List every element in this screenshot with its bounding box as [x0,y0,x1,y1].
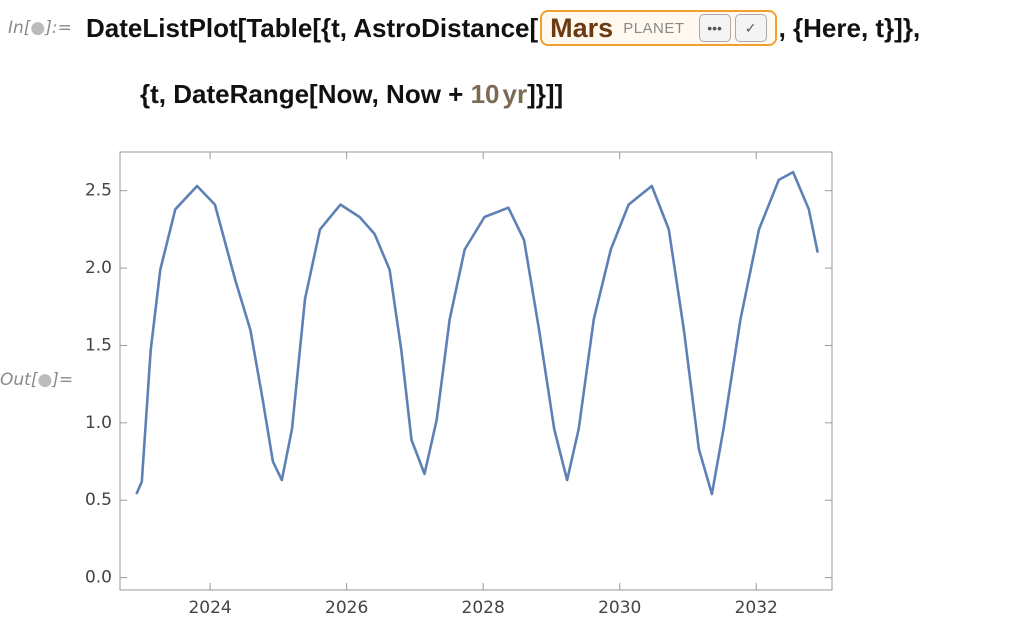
entity-box[interactable]: Mars PLANET ••• ✓ [540,10,777,46]
y-tick-label: 1.0 [85,413,112,433]
x-tick-label: 2024 [188,598,231,618]
label-text: In[ [8,18,31,38]
entity-type: PLANET [623,19,685,37]
code-text: {t, DateRange[Now, Now + [140,78,471,109]
x-tick-label: 2032 [735,598,778,618]
quantity-unit: yr [502,78,528,109]
check-button[interactable]: ✓ [734,14,767,42]
y-tick-label: 1.5 [85,335,112,355]
y-tick-label: 0.5 [85,490,112,510]
x-tick-label: 2026 [325,598,368,618]
quantity-value: 10 [470,78,500,109]
code-text: , {Here, t}]}, [778,12,921,43]
plot-frame [119,151,833,591]
x-tick-label: 2028 [462,598,505,618]
code-text: DateListPlot[Table[{t, AstroDistance[ [86,12,539,43]
cell-dot: ● [30,18,46,38]
y-tick-label: 2.0 [85,258,112,278]
label-text: ]:= [45,18,72,38]
label-text: ]= [52,370,74,390]
entity-name: Mars [550,12,614,43]
data-line [135,170,819,496]
input-label: In[●]:= [8,18,72,38]
code-line: {t, DateRange[Now, Now + 10 yr]}]] [140,74,563,114]
more-button[interactable]: ••• [698,14,731,42]
x-tick-label: 2030 [598,598,641,618]
cell-dot: ● [37,370,53,390]
code-line: DateListPlot[Table[{t, AstroDistance[ Ma… [86,8,920,48]
label-text: Out[ [0,370,38,390]
y-tick-label: 2.5 [85,181,112,201]
y-tick-label: 0.0 [85,568,112,588]
output-label: Out[●]= [0,370,73,390]
code-text: ]}]] [527,78,564,109]
